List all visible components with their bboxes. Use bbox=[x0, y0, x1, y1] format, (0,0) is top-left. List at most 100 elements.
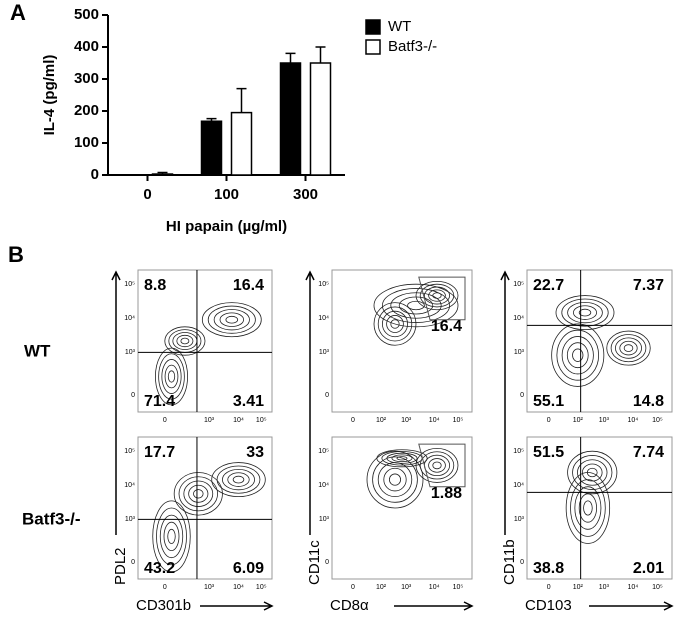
legend-label: Batf3-/- bbox=[388, 38, 437, 55]
x-tick-label: 0 bbox=[547, 584, 551, 591]
error-bar bbox=[236, 87, 247, 113]
contour bbox=[376, 449, 428, 468]
contour bbox=[583, 500, 593, 516]
contour bbox=[581, 463, 603, 482]
contour bbox=[159, 514, 184, 559]
flow-plot: 8.8 16.4 71.4 3.41 0 10³ 10⁴ 10⁵ 10⁵ 10⁴ 10³ 0 bbox=[124, 269, 273, 424]
contour bbox=[390, 292, 442, 319]
plot-frame bbox=[331, 269, 473, 413]
y-tick-label: 0 bbox=[91, 166, 99, 183]
x-tick-label: 10² bbox=[376, 417, 387, 424]
contour bbox=[551, 323, 605, 387]
flow-plot: 17.7 33 43.2 6.09 0 10³ 10⁴ 10⁵ 10⁵ 10⁴ 10³ 0 bbox=[124, 436, 273, 591]
contour bbox=[377, 306, 413, 342]
arrow bbox=[200, 601, 274, 611]
quadrant-value: 16.4 bbox=[233, 277, 264, 294]
row-label: Batf3-/- bbox=[22, 509, 81, 528]
quadrant-value: 17.7 bbox=[144, 444, 175, 461]
arrow bbox=[305, 270, 315, 535]
error-bar bbox=[315, 46, 326, 63]
gate-polygon bbox=[418, 443, 466, 488]
contour bbox=[619, 340, 638, 356]
contour bbox=[164, 364, 179, 389]
y-tick-label: 10⁵ bbox=[124, 448, 135, 455]
y-tick-label: 10⁵ bbox=[318, 448, 329, 455]
y-tick-label: 10⁴ bbox=[513, 482, 524, 489]
contour bbox=[219, 312, 244, 327]
legend-swatch bbox=[365, 19, 381, 35]
x-tick-label: 10⁵ bbox=[652, 417, 663, 424]
x-tick-label: 0 bbox=[351, 584, 355, 591]
y-tick-label: 10³ bbox=[319, 516, 330, 523]
quadrant-value: 8.8 bbox=[144, 277, 166, 294]
x-tick-label: 300 bbox=[293, 186, 318, 203]
contour bbox=[432, 461, 442, 470]
bar bbox=[230, 111, 253, 176]
contour bbox=[610, 334, 647, 363]
contour bbox=[156, 507, 187, 566]
contour bbox=[415, 447, 459, 483]
x-tick-label: 10⁴ bbox=[233, 417, 244, 424]
contour bbox=[398, 296, 434, 315]
y-tick-label: 500 bbox=[74, 6, 99, 23]
y-tick-label: 0 bbox=[520, 392, 524, 399]
contour bbox=[207, 305, 256, 334]
x-tick-label: 10⁵ bbox=[453, 584, 464, 591]
quadrant-value: 51.5 bbox=[533, 444, 564, 461]
y-tick-label: 10⁵ bbox=[513, 281, 524, 288]
quadrant-value: 16.4 bbox=[431, 318, 462, 335]
x-tick-label: 10⁴ bbox=[233, 584, 244, 591]
x-tick-label: 0 bbox=[143, 186, 151, 203]
x-tick-label: 10² bbox=[573, 584, 584, 591]
arrow bbox=[589, 601, 674, 611]
contour bbox=[225, 315, 239, 324]
contour bbox=[382, 310, 409, 338]
x-tick-label: 0 bbox=[547, 417, 551, 424]
quadrant-value: 7.74 bbox=[633, 444, 664, 461]
y-tick-label: 10⁴ bbox=[513, 315, 524, 322]
arrow bbox=[500, 270, 510, 535]
x-tick-label: 10⁵ bbox=[256, 584, 267, 591]
x-tick-label: 10⁵ bbox=[256, 417, 267, 424]
contour bbox=[570, 479, 606, 537]
x-axis-label: HI papain (µg/ml) bbox=[166, 218, 287, 235]
quadrant-value: 14.8 bbox=[633, 393, 664, 410]
y-tick-label: 10⁵ bbox=[513, 448, 524, 455]
y-tick-label: 100 bbox=[74, 134, 99, 151]
y-tick-label: 10⁴ bbox=[318, 482, 329, 489]
contour bbox=[606, 330, 651, 366]
x-axis-label: CD103 bbox=[525, 597, 572, 614]
contour bbox=[577, 459, 608, 486]
contour bbox=[574, 486, 602, 530]
flow-plot: 1.88 0 10² 10³ 10⁴ 10⁵ 10⁵ 10⁴ 10³ 0 bbox=[318, 436, 473, 591]
y-axis-label: CD11c bbox=[306, 540, 323, 585]
x-axis-label: CD8α bbox=[330, 597, 369, 614]
contour bbox=[415, 280, 459, 311]
plot-frame bbox=[526, 269, 673, 413]
y-tick-label: 0 bbox=[325, 559, 329, 566]
contour bbox=[178, 476, 218, 512]
contour bbox=[396, 456, 408, 461]
arrow bbox=[394, 601, 474, 611]
x-tick-label: 100 bbox=[214, 186, 239, 203]
contour bbox=[213, 309, 250, 331]
contour bbox=[155, 347, 188, 406]
contour bbox=[391, 454, 413, 463]
contour bbox=[167, 370, 176, 383]
panel-label: B bbox=[8, 242, 24, 267]
quadrant-value: 38.8 bbox=[533, 560, 564, 577]
y-axis-label: PDL2 bbox=[112, 547, 129, 585]
panel-label: A bbox=[10, 0, 26, 25]
contour bbox=[565, 472, 611, 544]
contour bbox=[556, 329, 600, 381]
contour bbox=[419, 451, 455, 480]
quadrant-value: 1.88 bbox=[431, 485, 462, 502]
quadrant-value: 71.4 bbox=[144, 393, 175, 410]
x-tick-label: 10⁵ bbox=[453, 417, 464, 424]
contour bbox=[390, 319, 400, 329]
contour bbox=[176, 334, 194, 348]
bar bbox=[151, 173, 174, 176]
bar bbox=[309, 62, 332, 176]
contour bbox=[567, 301, 603, 324]
